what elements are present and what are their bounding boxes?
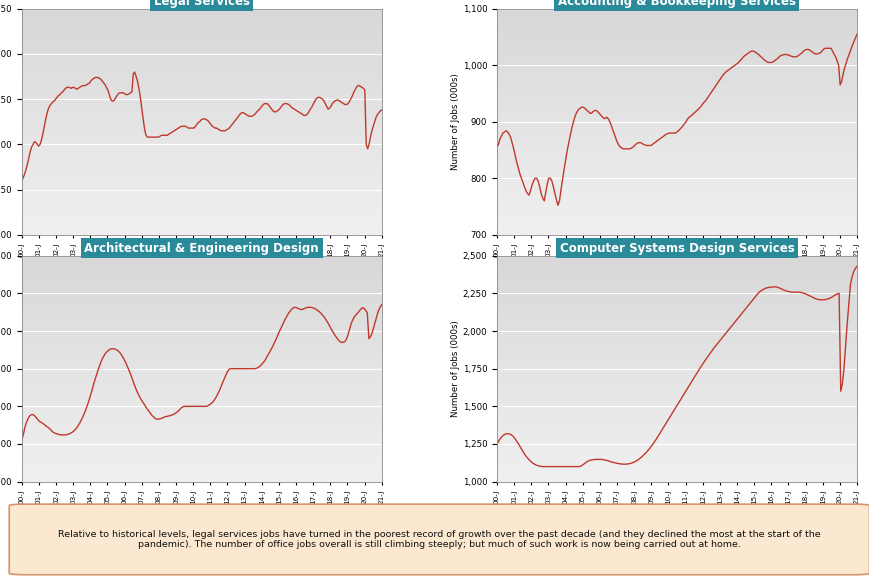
X-axis label: Year & month: Year & month [639, 260, 713, 270]
Title: Architectural & Engineering Design: Architectural & Engineering Design [84, 242, 319, 254]
Title: Accounting & Bookkeeping Services: Accounting & Bookkeeping Services [557, 0, 795, 8]
Text: Relative to historical levels, legal services jobs have turned in the poorest re: Relative to historical levels, legal ser… [58, 530, 819, 549]
Title: Computer Systems Design Services: Computer Systems Design Services [559, 242, 793, 254]
Y-axis label: Number of Jobs (000s): Number of Jobs (000s) [450, 73, 460, 170]
X-axis label: Year & month: Year & month [164, 507, 239, 517]
Y-axis label: Number of Jobs (000s): Number of Jobs (000s) [450, 321, 460, 417]
Title: Legal Services: Legal Services [154, 0, 249, 8]
FancyBboxPatch shape [10, 504, 868, 574]
X-axis label: Year & month: Year & month [164, 260, 239, 270]
X-axis label: Year & month: Year & month [639, 507, 713, 517]
